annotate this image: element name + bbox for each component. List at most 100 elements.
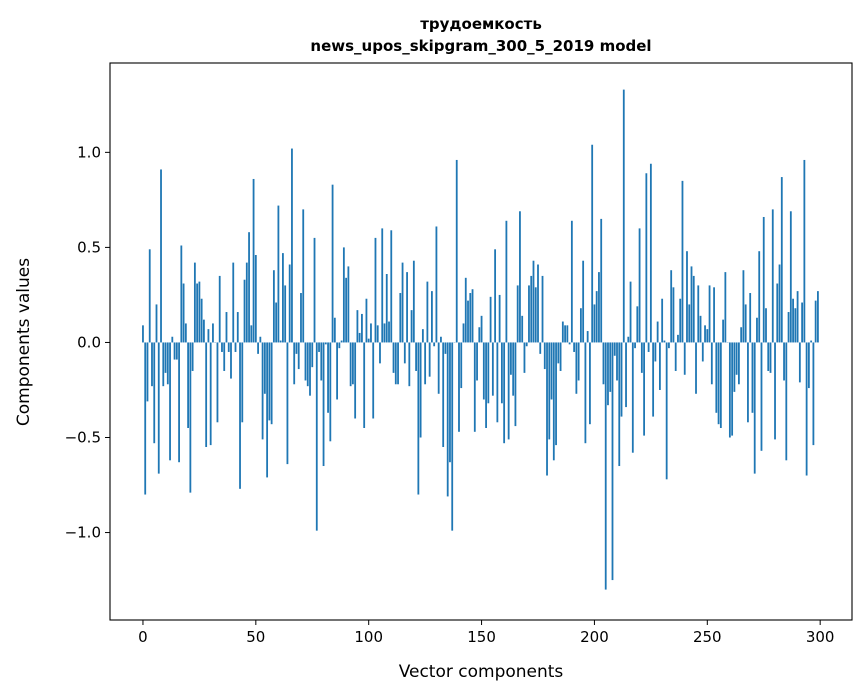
bar-component-148 — [476, 342, 478, 381]
y-tick-label: 0.5 — [77, 238, 101, 256]
bar-component-226 — [652, 342, 655, 417]
bar-component-245 — [695, 342, 697, 394]
bar-component-150 — [480, 315, 483, 343]
bar-component-160 — [503, 342, 506, 444]
bar-component-56 — [268, 342, 271, 421]
bar-component-121 — [415, 342, 418, 371]
bar-component-93 — [351, 342, 354, 385]
bar-component-202 — [598, 272, 600, 343]
bar-component-158 — [498, 294, 501, 343]
bar-component-27 — [203, 319, 205, 343]
bar-component-115 — [401, 262, 404, 343]
bar-component-67 — [293, 342, 296, 385]
bar-component-77 — [315, 342, 318, 531]
bar-component-264 — [738, 342, 740, 385]
bar-component-192 — [575, 342, 578, 394]
bar-component-179 — [546, 342, 548, 476]
bar-component-147 — [473, 342, 476, 432]
bar-component-65 — [288, 264, 291, 343]
bar-component-97 — [361, 313, 363, 343]
bar-component-106 — [381, 228, 384, 343]
bar-component-7 — [157, 342, 160, 474]
bar-component-102 — [372, 342, 375, 419]
bar-component-169 — [523, 342, 526, 373]
bar-component-266 — [742, 270, 745, 343]
bar-component-200 — [593, 304, 596, 343]
bar-component-146 — [471, 289, 474, 343]
bar-component-86 — [336, 342, 338, 400]
bar-component-214 — [625, 342, 627, 408]
bar-component-232 — [665, 342, 668, 480]
bar-component-201 — [595, 291, 598, 343]
bar-component-123 — [419, 342, 422, 438]
bar-component-14 — [173, 342, 176, 360]
bar-component-203 — [600, 218, 603, 343]
bar-component-293 — [803, 159, 806, 343]
bar-component-16 — [178, 342, 180, 463]
bar-component-199 — [591, 144, 594, 343]
bar-component-236 — [674, 342, 677, 371]
bar-component-135 — [446, 342, 449, 497]
bar-component-4 — [151, 342, 153, 387]
bar-component-282 — [778, 264, 781, 343]
bar-component-253 — [713, 287, 715, 343]
bar-component-74 — [309, 342, 311, 396]
bar-component-69 — [297, 342, 300, 370]
bar-component-8 — [160, 169, 162, 343]
bar-component-185 — [559, 342, 562, 371]
bar-component-233 — [668, 342, 670, 349]
bar-component-208 — [611, 342, 614, 581]
bar-component-288 — [792, 298, 794, 343]
bar-component-217 — [631, 342, 634, 453]
x-tick-label: 50 — [246, 628, 265, 646]
bar-component-143 — [464, 277, 467, 343]
bar-component-142 — [462, 323, 465, 343]
bar-component-128 — [430, 291, 433, 343]
bar-component-162 — [507, 342, 510, 440]
bar-component-277 — [767, 342, 770, 371]
bar-component-181 — [550, 342, 553, 400]
bar-component-34 — [218, 275, 221, 343]
bar-component-61 — [279, 340, 282, 343]
bar-component-60 — [277, 205, 280, 343]
bar-component-265 — [740, 327, 743, 343]
bar-component-140 — [458, 342, 460, 432]
bar-component-198 — [589, 342, 591, 425]
bar-component-240 — [683, 342, 686, 375]
bar-component-242 — [688, 304, 691, 343]
bar-component-30 — [209, 342, 212, 446]
bar-component-131 — [437, 342, 440, 394]
bar-component-44 — [241, 342, 244, 423]
bar-component-223 — [645, 173, 648, 343]
bar-component-76 — [313, 237, 316, 343]
bar-component-246 — [697, 285, 700, 343]
bar-component-263 — [735, 342, 738, 375]
bar-component-254 — [715, 342, 718, 413]
bar-component-216 — [629, 281, 632, 343]
bar-component-260 — [728, 342, 731, 438]
bar-component-33 — [216, 342, 219, 423]
bar-component-58 — [272, 270, 275, 343]
bar-component-206 — [607, 342, 609, 406]
bar-component-92 — [349, 342, 352, 387]
bar-component-182 — [552, 342, 555, 461]
bar-component-193 — [577, 342, 580, 381]
bar-component-248 — [701, 342, 704, 362]
bar-component-190 — [570, 220, 573, 343]
bar-component-22 — [191, 342, 194, 371]
bar-component-284 — [783, 342, 785, 381]
y-tick-label: 1.0 — [77, 143, 101, 161]
bar-component-276 — [765, 308, 767, 343]
bar-component-144 — [467, 300, 469, 343]
bar-component-126 — [426, 281, 429, 343]
bar-component-239 — [681, 180, 684, 343]
bar-component-196 — [584, 342, 587, 444]
bar-component-55 — [266, 342, 269, 478]
bar-component-238 — [679, 298, 682, 343]
bar-component-224 — [647, 342, 650, 352]
bar-component-127 — [428, 342, 431, 377]
x-tick-label: 200 — [580, 628, 609, 646]
bar-component-151 — [482, 342, 485, 400]
bar-component-173 — [532, 260, 535, 343]
